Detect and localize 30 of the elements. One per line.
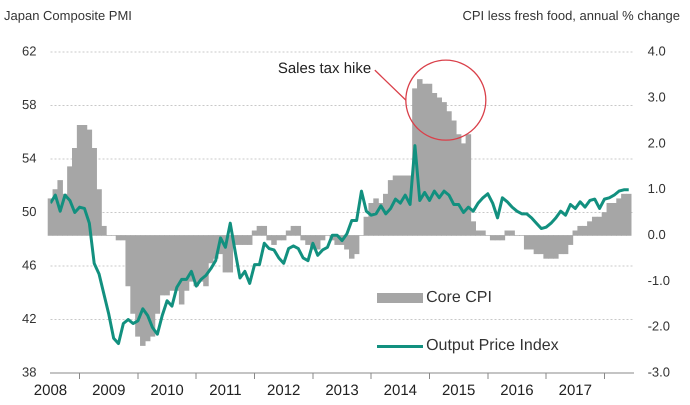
y2-tick-label: -3.0: [648, 364, 670, 380]
x-tick-label: 2016: [500, 382, 534, 400]
legend-label: Core CPI: [426, 289, 492, 307]
y2-tick-label: 2.0: [648, 135, 666, 150]
y-tick-label: 42: [22, 311, 36, 326]
legend-label: Output Price Index: [426, 337, 559, 355]
x-tick-label: 2013: [325, 382, 359, 400]
y2-tick-label: 0.0: [648, 227, 666, 242]
y-tick-label: 58: [22, 97, 36, 112]
y-tick-label: 46: [22, 258, 36, 273]
y-tick-label: 38: [22, 364, 36, 380]
y-tick-label: 54: [22, 150, 36, 166]
x-tick-label: 2009: [92, 382, 126, 400]
x-tick-label: 2017: [558, 382, 592, 400]
y2-tick-label: -1.0: [648, 272, 670, 288]
x-tick-label: 2011: [209, 382, 242, 400]
y2-tick-label: 4.0: [648, 44, 666, 59]
x-tick-label: 2010: [150, 382, 184, 400]
y2-axis-title: CPI less fresh food, annual % change: [462, 8, 680, 23]
y-axis-title: Japan Composite PMI: [4, 8, 132, 23]
x-tick-label: 2014: [384, 382, 418, 400]
y-tick-label: 62: [22, 44, 36, 59]
x-tick-label: 2012: [267, 382, 300, 400]
y2-tick-label: -2.0: [648, 318, 670, 334]
x-tick-label: 2008: [34, 382, 68, 400]
y2-tick-label: 1.0: [648, 181, 666, 196]
y-tick-label: 50: [22, 204, 36, 220]
x-tick-label: 2015: [442, 382, 476, 400]
annotation: Sales tax hike: [278, 60, 372, 77]
y2-tick-label: 3.0: [648, 89, 666, 104]
